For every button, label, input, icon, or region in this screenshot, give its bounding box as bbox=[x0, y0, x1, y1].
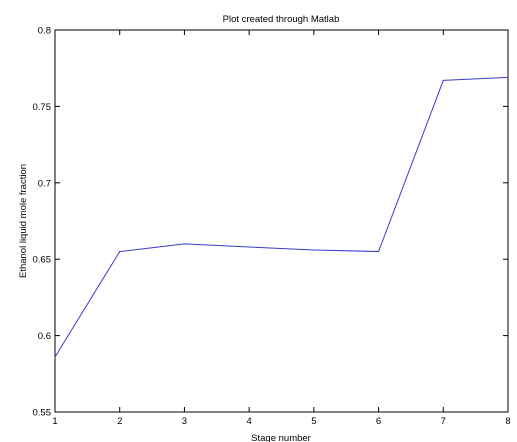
x-tick-label: 1 bbox=[52, 416, 57, 427]
plot-area bbox=[54, 29, 509, 413]
y-tick-label: 0.6 bbox=[38, 331, 51, 342]
data-point bbox=[183, 243, 186, 245]
series-layer bbox=[54, 76, 509, 358]
x-axis-ticks: 1 2 3 4 5 6 7 8 bbox=[52, 30, 511, 427]
x-tick-label: 5 bbox=[311, 416, 316, 427]
x-axis-label: Stage number bbox=[251, 433, 311, 442]
y-axis-label: Ethanol liquid mole fraction bbox=[18, 164, 29, 278]
data-point bbox=[54, 356, 56, 358]
data-point bbox=[248, 246, 250, 248]
data-point bbox=[313, 249, 315, 251]
x-tick-label: 3 bbox=[182, 416, 187, 427]
x-tick-label: 6 bbox=[376, 416, 381, 427]
data-point bbox=[442, 79, 444, 82]
y-tick-label: 0.55 bbox=[33, 408, 52, 419]
series-line bbox=[54, 76, 509, 358]
x-tick-label: 4 bbox=[246, 416, 251, 427]
x-tick-label: 7 bbox=[441, 416, 446, 427]
chart-title: Plot created through Matlab bbox=[223, 14, 340, 25]
y-axis-ticks: 0.55 0.6 0.65 0.7 0.75 0.8 bbox=[33, 26, 508, 419]
y-tick-label: 0.8 bbox=[38, 26, 51, 37]
data-point bbox=[377, 250, 380, 253]
y-tick-label: 0.75 bbox=[33, 102, 52, 113]
data-point bbox=[507, 76, 509, 78]
x-tick-label: 2 bbox=[117, 416, 122, 427]
x-tick-label: 8 bbox=[505, 416, 510, 427]
y-tick-label: 0.7 bbox=[38, 178, 51, 189]
data-point bbox=[119, 250, 121, 253]
y-tick-label: 0.65 bbox=[33, 255, 52, 266]
